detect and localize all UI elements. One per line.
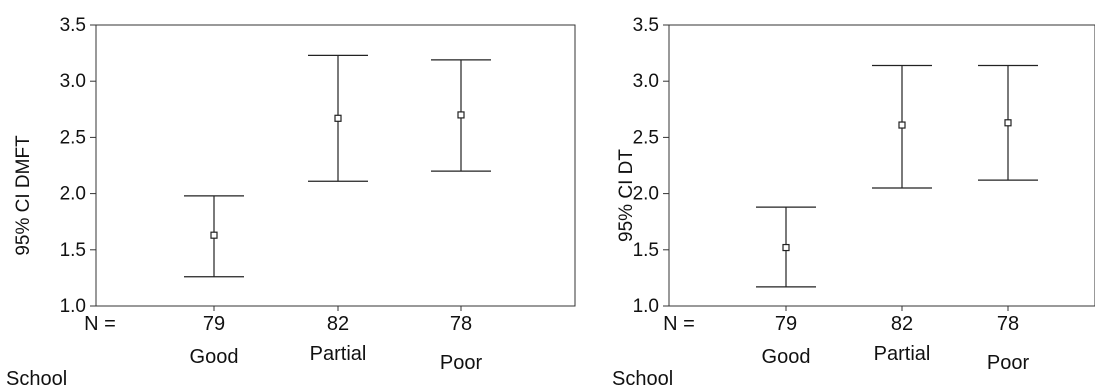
- plot-frame: [95, 24, 576, 307]
- chart-panel-2: 1.0 1.5 2.0 2.5 3.0 3.5 95% CI DT N = 79 82 78 Good…: [612, 15, 1095, 390]
- n-label: N =: [84, 313, 116, 335]
- mean-marker: [457, 111, 465, 119]
- y-tick-label: 2.0: [60, 184, 86, 205]
- y-tick-label: 1.5: [60, 240, 86, 261]
- mean-marker: [1004, 119, 1012, 127]
- y-tick-label: 1.5: [633, 240, 659, 261]
- y-axis-title: 95% CI DT: [616, 149, 637, 242]
- y-tick-label: 1.0: [60, 296, 86, 317]
- y-tick-label: 2.5: [60, 127, 86, 148]
- category-label: Partial: [874, 343, 931, 365]
- y-tick-label: 2.5: [633, 127, 659, 148]
- n-value: 82: [327, 313, 349, 335]
- n-value: 78: [450, 313, 472, 335]
- mean-marker: [782, 243, 790, 252]
- y-tick-label: 3.0: [633, 71, 659, 92]
- y-axis-title: 95% CI DMFT: [13, 135, 34, 256]
- mean-marker: [334, 114, 342, 122]
- mean-marker: [210, 231, 218, 239]
- n-value: 78: [997, 313, 1019, 335]
- n-value: 79: [203, 313, 225, 335]
- plot-frame: [668, 24, 1095, 307]
- category-label: Poor: [440, 352, 483, 374]
- n-value: 79: [775, 313, 797, 335]
- y-tick-label: 3.0: [60, 71, 86, 92]
- y-tick-label: 1.0: [633, 296, 659, 317]
- y-tick-label: 3.5: [60, 15, 86, 36]
- group-label: School: [6, 368, 67, 390]
- chart-panel-1: 1.0 1.5 2.0 2.5 3.0 3.5 95% CI DMFT N = 79 82 78 Go…: [6, 15, 576, 390]
- n-value: 82: [891, 313, 913, 335]
- y-tick-label: 3.5: [633, 15, 659, 36]
- category-label: Partial: [310, 343, 367, 365]
- y-tick-label: 2.0: [633, 184, 659, 205]
- category-label: Poor: [987, 352, 1030, 374]
- category-label: Good: [190, 346, 239, 368]
- mean-marker: [898, 121, 906, 129]
- n-label: N =: [663, 313, 695, 335]
- category-label: Good: [762, 346, 811, 368]
- group-label: School: [612, 368, 673, 390]
